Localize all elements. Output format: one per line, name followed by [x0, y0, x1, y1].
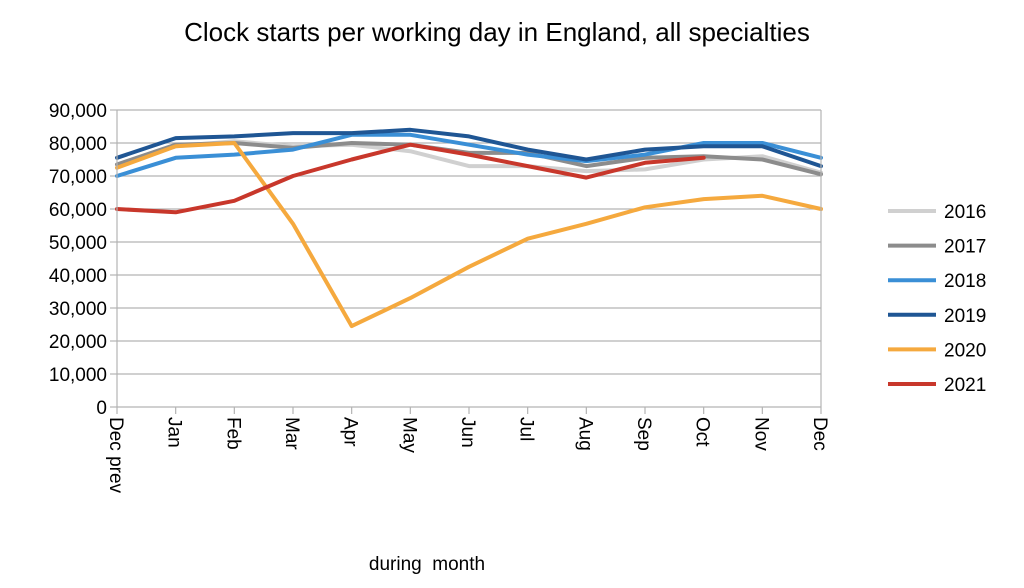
y-tick-labels: 0 10,000 20,000 30,000 40,000 50,000 60,000 70,… [49, 101, 107, 419]
series-line-2018 [115, 132, 823, 178]
x-tick-label: Feb [222, 417, 243, 450]
y-tick-label: 60,000 [49, 200, 107, 221]
x-tick-label: Jun [457, 417, 478, 448]
x-tick-label: Oct [692, 417, 713, 447]
legend: 2016 2017 2018 2019 2020 2021 [888, 202, 986, 396]
legend-label-2017: 2017 [944, 237, 986, 258]
gridlines [110, 109, 821, 408]
y-tick-label: 80,000 [49, 134, 107, 155]
series-line-2021 [115, 142, 706, 215]
x-tick-labels: Dec prev Jan Feb Mar Apr May Jun Jul Aug Sep Oct No… [105, 417, 830, 494]
legend-label-2019: 2019 [944, 306, 986, 327]
x-tick-label: Mar [281, 417, 302, 450]
axes [116, 110, 822, 414]
x-tick-label: Apr [340, 417, 361, 447]
legend-label-2016: 2016 [944, 202, 986, 223]
x-tick-label: Aug [574, 417, 595, 451]
x-tick-label: Dec [809, 417, 830, 451]
x-tick-label: Dec prev [105, 417, 126, 494]
y-tick-label: 20,000 [49, 332, 107, 353]
x-tick-label: Sep [633, 417, 654, 451]
x-tick-label: Jul [516, 417, 537, 441]
y-tick-label: 50,000 [49, 233, 107, 254]
y-tick-label: 0 [96, 398, 107, 419]
chart-title: Clock starts per working day in England,… [184, 17, 810, 47]
y-tick-label: 70,000 [49, 167, 107, 188]
series-line-2020 [115, 141, 823, 329]
x-axis-label: during month [369, 554, 485, 575]
series-line-2019 [115, 127, 823, 169]
y-tick-label: 10,000 [49, 365, 107, 386]
x-tick-label: May [398, 417, 419, 453]
legend-label-2018: 2018 [944, 271, 986, 292]
x-tick-label: Nov [750, 417, 771, 451]
y-tick-label: 40,000 [49, 266, 107, 287]
legend-label-2020: 2020 [944, 340, 986, 361]
y-tick-label: 30,000 [49, 299, 107, 320]
series-lines [115, 127, 823, 329]
x-tick-label: Jan [164, 417, 185, 448]
y-tick-label: 90,000 [49, 101, 107, 122]
legend-label-2021: 2021 [944, 375, 986, 396]
